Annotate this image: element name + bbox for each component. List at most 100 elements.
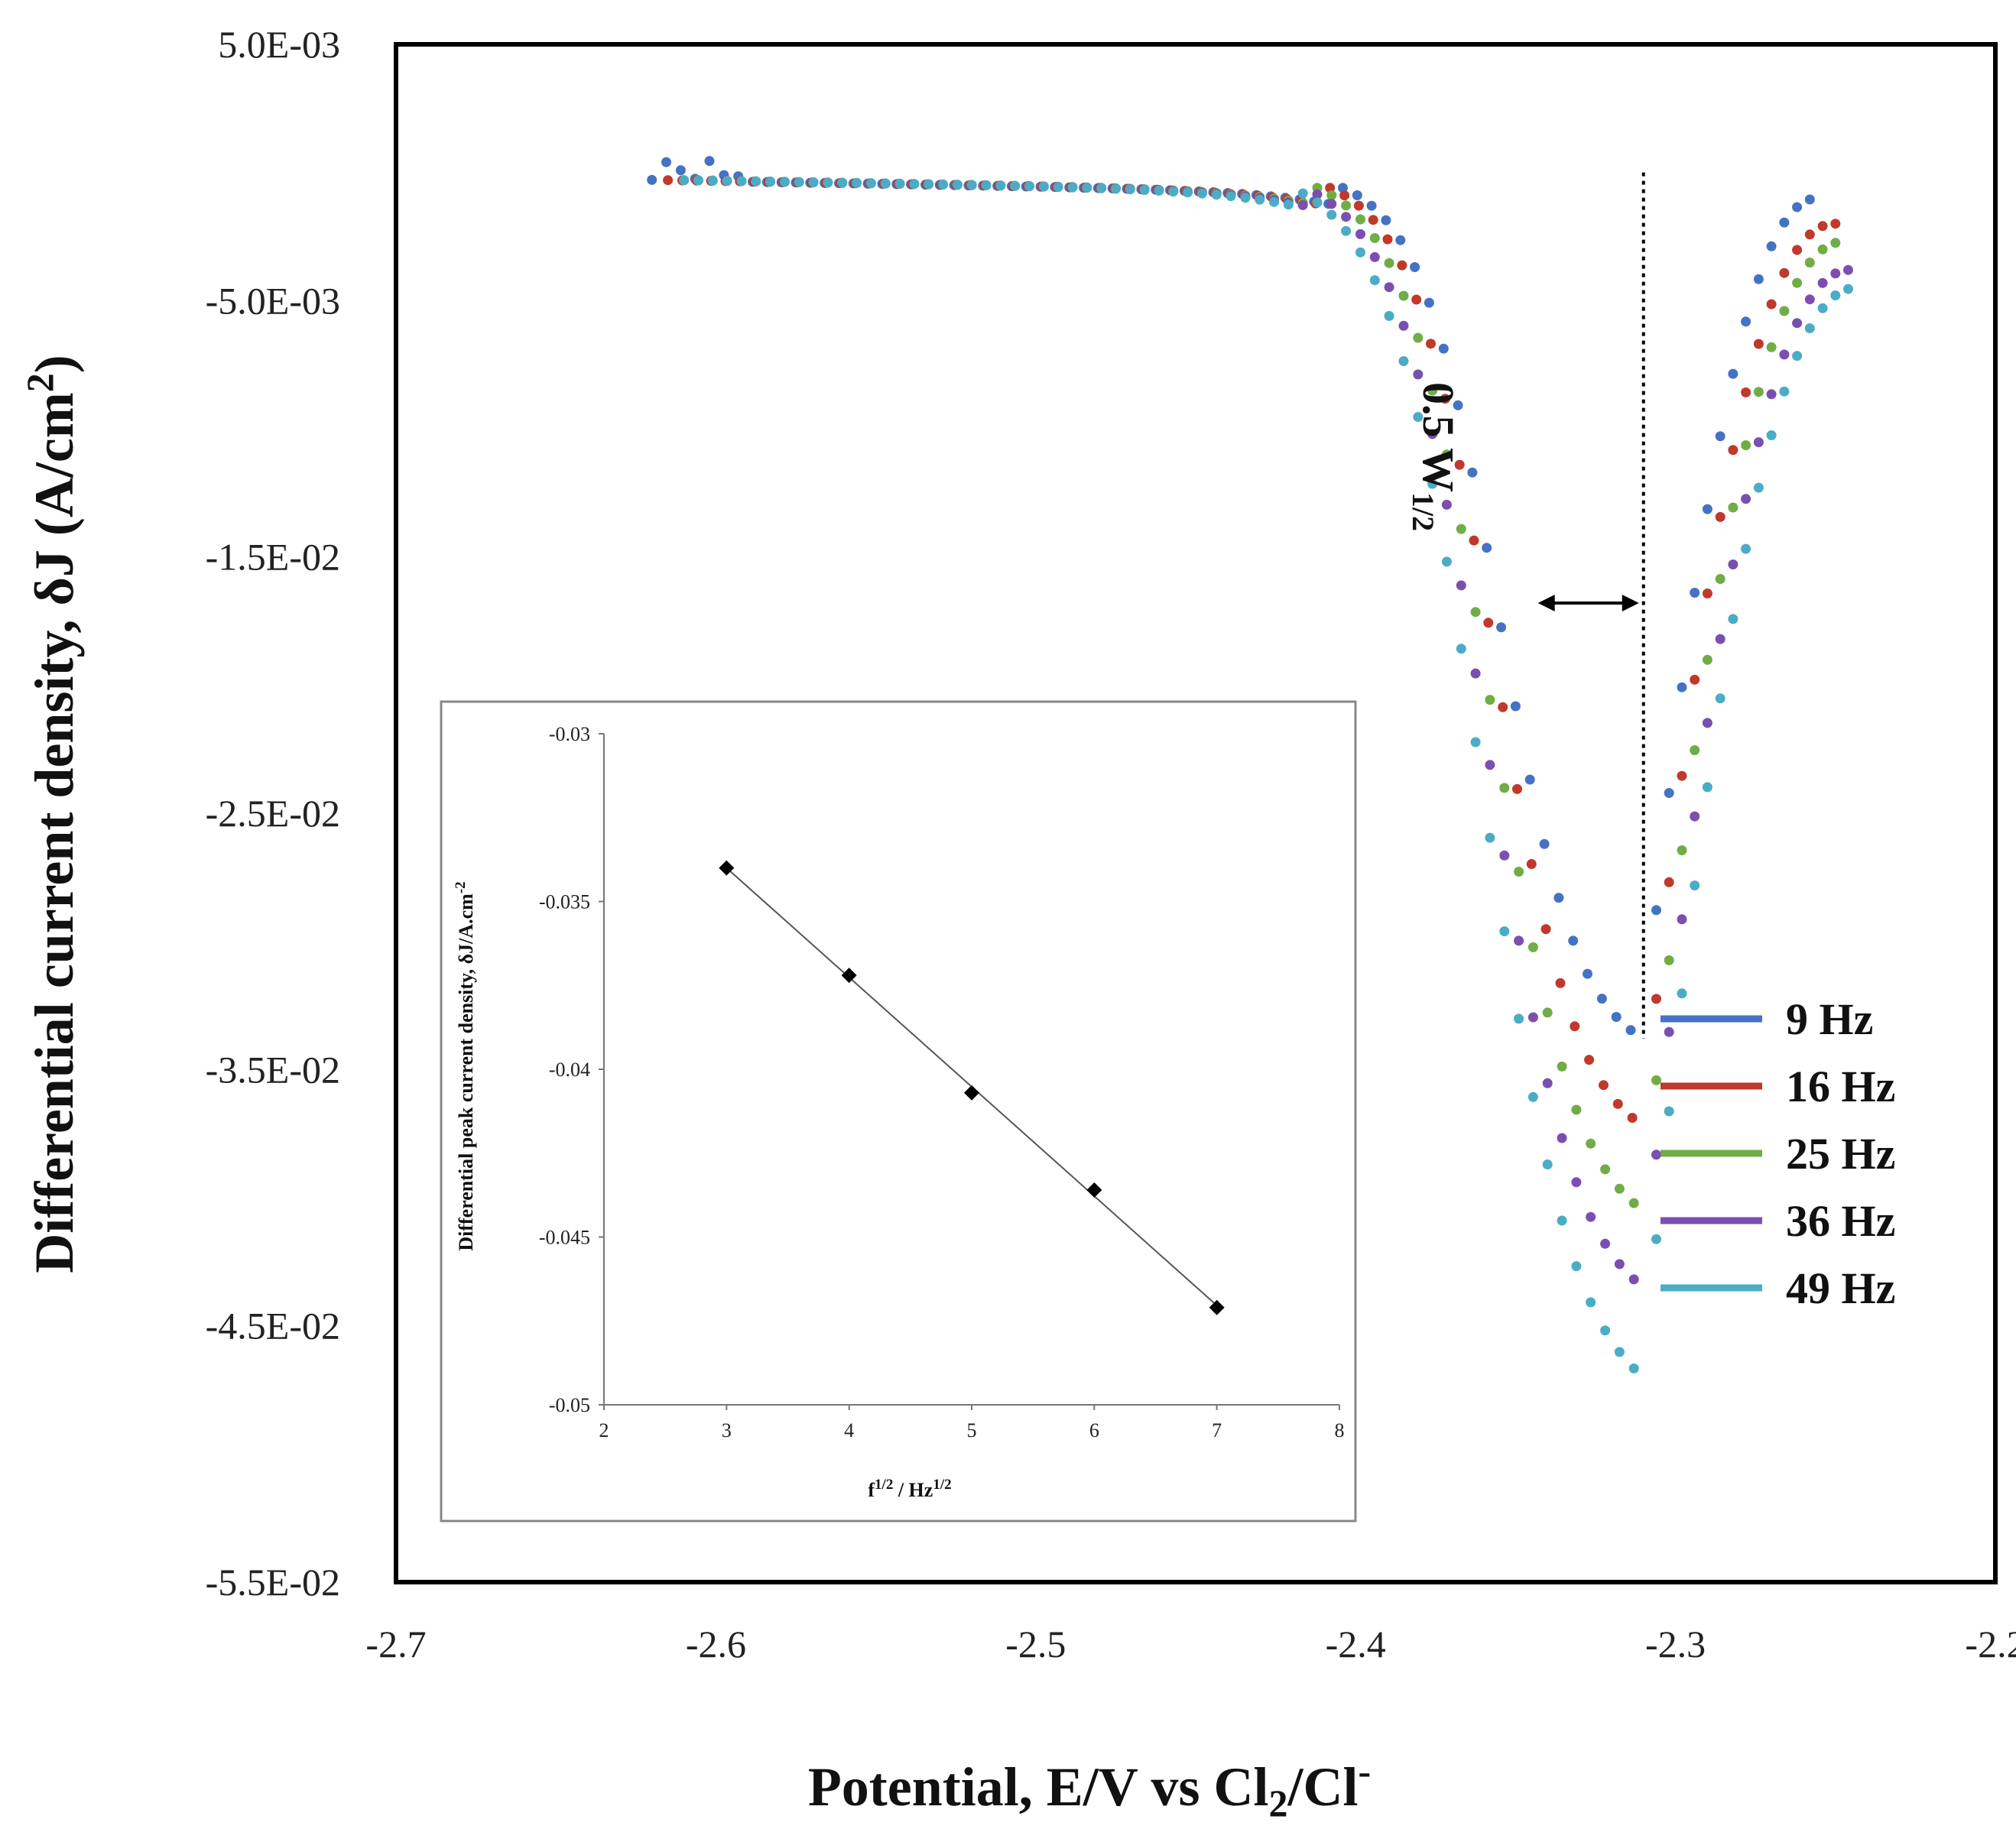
main-y-tick-label: -4.5E-02 bbox=[206, 1305, 340, 1347]
inset-y-tick-label: -0.035 bbox=[539, 891, 590, 913]
data-point bbox=[1024, 181, 1034, 192]
data-point bbox=[1482, 543, 1492, 553]
data-point bbox=[1514, 867, 1524, 877]
data-point bbox=[1651, 994, 1661, 1004]
inset-points bbox=[719, 860, 1225, 1315]
data-point bbox=[1600, 1325, 1611, 1336]
data-point bbox=[1297, 199, 1308, 210]
data-point bbox=[1804, 294, 1815, 305]
inset-y-axis-title: Differential peak current density, δJ/A.… bbox=[453, 881, 477, 1250]
data-point bbox=[1843, 284, 1853, 294]
data-point bbox=[736, 176, 747, 186]
data-point bbox=[1628, 1198, 1639, 1208]
data-point bbox=[1053, 182, 1063, 193]
data-point bbox=[1441, 449, 1452, 460]
data-point bbox=[1438, 343, 1449, 354]
data-point bbox=[1355, 214, 1365, 225]
legend-label: 36 Hz bbox=[1786, 1196, 1895, 1246]
inset-frame bbox=[440, 700, 1357, 1523]
data-point bbox=[1456, 524, 1466, 534]
inset-data-point bbox=[719, 860, 735, 876]
data-point bbox=[1779, 386, 1790, 397]
data-point bbox=[1792, 202, 1803, 212]
data-point bbox=[1297, 188, 1308, 199]
data-point bbox=[794, 177, 804, 187]
data-point bbox=[1440, 394, 1450, 404]
data-point bbox=[1715, 634, 1725, 644]
data-point bbox=[1154, 186, 1164, 196]
data-point bbox=[1096, 183, 1107, 193]
main-x-tick-label: -2.5 bbox=[1005, 1623, 1066, 1665]
data-point bbox=[1341, 212, 1352, 222]
data-point bbox=[1611, 1012, 1622, 1022]
data-point bbox=[765, 177, 775, 187]
data-point bbox=[1664, 955, 1674, 965]
data-point bbox=[1792, 277, 1803, 288]
data-point bbox=[1804, 194, 1815, 205]
data-point bbox=[647, 174, 657, 185]
data-point bbox=[1483, 618, 1494, 628]
data-point bbox=[1283, 199, 1294, 210]
data-point bbox=[1325, 183, 1336, 193]
data-point bbox=[1766, 430, 1777, 440]
data-point bbox=[1600, 1164, 1611, 1175]
data-point bbox=[1728, 614, 1738, 624]
data-point bbox=[1499, 926, 1510, 936]
main-x-tick-label: -2.2 bbox=[1965, 1623, 2016, 1665]
data-point bbox=[966, 180, 977, 190]
data-point bbox=[1766, 389, 1777, 400]
data-point bbox=[1625, 1025, 1636, 1036]
data-point bbox=[661, 157, 671, 167]
arrow-left-head bbox=[1537, 595, 1555, 612]
data-point bbox=[1485, 760, 1495, 770]
data-point bbox=[1664, 788, 1674, 798]
data-point bbox=[1817, 221, 1828, 232]
data-point bbox=[1677, 988, 1687, 999]
main-x-tick-labels: -2.7 -2.6 -2.5 -2.4 -2.3 -2.2 bbox=[365, 1623, 2016, 1665]
inset-y-ticks: -0.03 -0.035 -0.04 -0.045 -0.05 bbox=[539, 723, 604, 1416]
legend-label: 49 Hz bbox=[1786, 1263, 1895, 1313]
data-point bbox=[1312, 189, 1323, 199]
data-point bbox=[1255, 194, 1265, 205]
data-point bbox=[1369, 233, 1380, 243]
data-point bbox=[1498, 702, 1508, 712]
data-point bbox=[1441, 556, 1452, 567]
data-point bbox=[1677, 770, 1687, 781]
data-point bbox=[837, 177, 848, 188]
data-point bbox=[1038, 181, 1049, 192]
data-point bbox=[1753, 274, 1764, 284]
main-x-tick-label: -2.7 bbox=[365, 1623, 426, 1665]
inset-data-point bbox=[841, 968, 857, 984]
data-point bbox=[1804, 258, 1815, 268]
data-point bbox=[1485, 832, 1495, 843]
data-point bbox=[981, 180, 992, 190]
data-point bbox=[1413, 412, 1424, 422]
data-point bbox=[1527, 1012, 1538, 1023]
data-point bbox=[1702, 654, 1712, 665]
data-point bbox=[1817, 244, 1828, 255]
data-point bbox=[1830, 290, 1841, 300]
data-point bbox=[1441, 499, 1452, 510]
data-point bbox=[1355, 229, 1365, 239]
data-point bbox=[1571, 1177, 1582, 1188]
data-point bbox=[679, 175, 690, 186]
data-point bbox=[1211, 190, 1222, 200]
inset-x-axis-title: f1/2 / Hz1/2 bbox=[868, 1477, 951, 1501]
main-y-tick-labels: 5.0E-03 -5.0E-03 -1.5E-02 -2.5E-02 -3.5E-02 -… bbox=[206, 23, 340, 1604]
data-point bbox=[1677, 845, 1687, 855]
data-point bbox=[1196, 188, 1207, 199]
data-point bbox=[1338, 183, 1348, 193]
data-point bbox=[938, 179, 948, 190]
inset-x-tick-label: 4 bbox=[844, 1419, 854, 1441]
data-point bbox=[1792, 245, 1803, 255]
data-point bbox=[1741, 494, 1751, 504]
data-point bbox=[1690, 811, 1700, 822]
data-point bbox=[1384, 282, 1394, 293]
data-point bbox=[1067, 182, 1078, 193]
data-point bbox=[1779, 349, 1790, 360]
data-point bbox=[1779, 306, 1790, 316]
data-point bbox=[1766, 342, 1777, 352]
main-x-tick-label: -2.4 bbox=[1326, 1623, 1386, 1665]
data-point bbox=[1512, 783, 1522, 794]
main-y-tick-label: -3.5E-02 bbox=[206, 1048, 340, 1091]
